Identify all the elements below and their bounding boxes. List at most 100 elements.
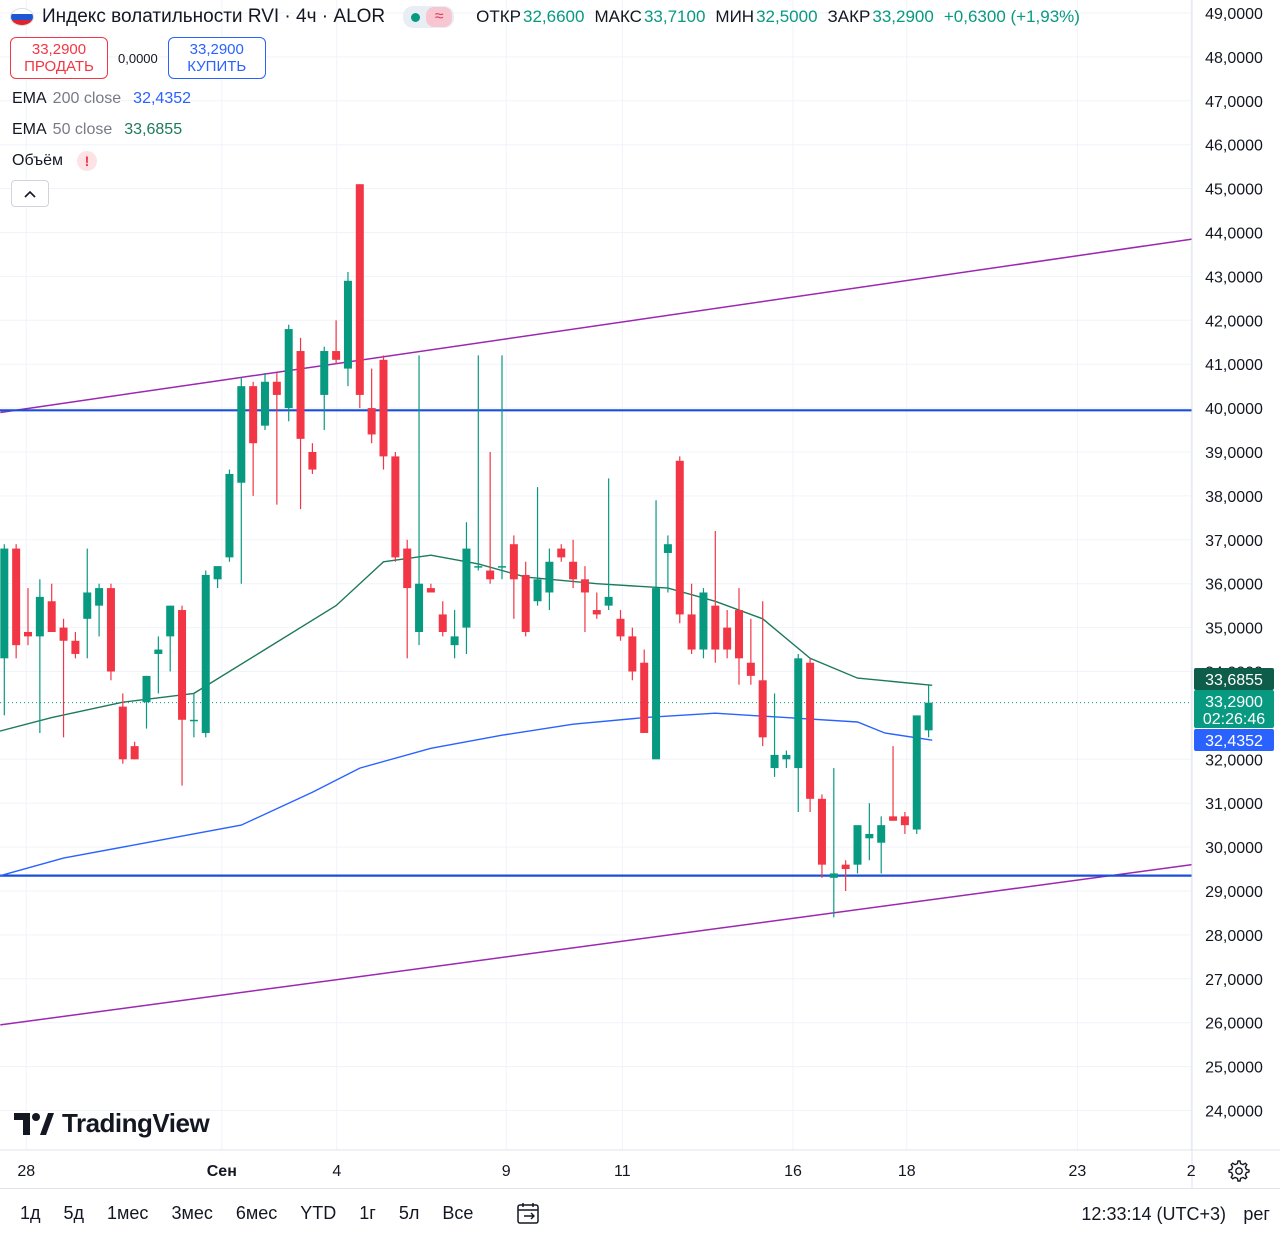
candle [403, 539, 412, 659]
candle-body [59, 627, 68, 641]
candle-body [711, 605, 720, 650]
candle [201, 570, 210, 738]
candle-body [640, 662, 649, 733]
candle [284, 324, 293, 422]
grid [0, 0, 1192, 1150]
candle-body [201, 574, 210, 733]
price-chart[interactable]: 49,0000 48,0000 47,0000 46,0000 45,0000 44,00… [0, 0, 1280, 1188]
price-tick-label: 25,0000 [1205, 1060, 1263, 1077]
clock[interactable]: 12:33:14 (UTC+3) [1081, 1204, 1226, 1224]
wave-icon: ≈ [426, 7, 453, 27]
candle-body [355, 184, 364, 395]
indicator-ema50[interactable]: EMA 50 close 33,6855 [12, 121, 182, 139]
candle [355, 184, 364, 409]
price-tick-label: 49,0000 [1205, 6, 1263, 23]
range-ytd-button[interactable]: YTD [300, 1203, 337, 1223]
indicator-name: EMA [12, 90, 47, 107]
candle [580, 566, 589, 632]
price-tick-label: 31,0000 [1205, 796, 1263, 813]
candle-body [580, 579, 589, 593]
ohlc-change: +0,6300 (+1,93%) [943, 7, 1080, 26]
trend-channel-line [0, 863, 1193, 1026]
market-status[interactable]: ≈ [403, 6, 455, 28]
price-badge-bg [1194, 729, 1274, 751]
sell-label: ПРОДАТЬ [24, 58, 94, 75]
symbol-title[interactable]: Индекс волатильности RVI · 4ч · ALOR [42, 6, 386, 27]
buy-button[interactable]: 33,2900 КУПИТЬ [167, 37, 266, 79]
range-1m-button[interactable]: 1мес [107, 1203, 149, 1223]
range-1d-button[interactable]: 1д [20, 1203, 41, 1223]
price-tick-label: 27,0000 [1205, 972, 1263, 989]
candle [83, 548, 92, 659]
candle [758, 601, 767, 747]
time-tick-label: 11 [614, 1163, 631, 1180]
trend-channel-line [0, 238, 1193, 414]
price-badge-value: 33,2900 [1205, 694, 1263, 711]
price-badge[interactable]: 32,4352 [1194, 729, 1274, 751]
candle [237, 377, 246, 584]
indicator-value: 33,6855 [124, 121, 183, 138]
ohlc-open-value: 32,6600 [523, 7, 585, 26]
indicator-ema200[interactable]: EMA 200 close 32,4352 [12, 90, 191, 108]
candle-body [829, 873, 838, 878]
candle-body [628, 636, 637, 672]
time-axis[interactable]: 28 Сен 4 9 11 16 18 23 2 [0, 1149, 1280, 1180]
date-range-button[interactable] [515, 1200, 543, 1228]
candle-body [462, 548, 471, 628]
candle [71, 631, 80, 659]
candle [24, 588, 32, 646]
candle [95, 583, 104, 637]
chart-settings-button[interactable] [1226, 1158, 1252, 1184]
warning-icon[interactable]: ! [76, 151, 97, 171]
ohlc-close-label: ЗАКР [827, 7, 871, 26]
candle [35, 579, 44, 733]
price-badge[interactable]: 33,6855 [1194, 668, 1274, 690]
candle [841, 860, 850, 891]
candle [486, 452, 495, 584]
candle [900, 811, 909, 834]
price-tick-label: 41,0000 [1205, 357, 1263, 374]
candle-body [213, 566, 222, 580]
indicator-volume[interactable]: Объём ! [12, 151, 97, 171]
candle [865, 803, 874, 861]
price-tick-label: 26,0000 [1205, 1016, 1263, 1033]
drawing-lines [0, 238, 1193, 1026]
market-open-dot-icon [411, 12, 421, 22]
ohlc-open-label: ОТКР [476, 7, 521, 26]
candle [723, 610, 732, 659]
candle-body [652, 588, 661, 760]
candle-body [154, 649, 163, 654]
candle [498, 355, 506, 580]
price-tick-label: 29,0000 [1205, 884, 1263, 901]
time-tick-label: Сен [207, 1163, 237, 1180]
candle-body [865, 833, 874, 839]
tradingview-watermark[interactable]: TradingView [14, 1108, 210, 1139]
symbol-legend[interactable]: Индекс волатильности RVI · 4ч · ALOR ≈ О… [10, 4, 1088, 30]
candle [829, 768, 838, 918]
candle-body [189, 719, 198, 722]
range-5d-button[interactable]: 5д [63, 1203, 85, 1223]
candle [794, 653, 803, 812]
candle-body [426, 588, 435, 593]
range-1y-button[interactable]: 1г [359, 1203, 376, 1223]
candle-body [877, 825, 886, 843]
candle-body [0, 548, 9, 659]
collapse-legend-button[interactable] [11, 180, 49, 207]
candle [604, 478, 613, 611]
candle [426, 583, 435, 593]
price-axis[interactable]: 49,0000 48,0000 47,0000 46,0000 45,0000 44,00… [1191, 0, 1274, 1188]
range-6m-button[interactable]: 6мес [235, 1203, 278, 1223]
ohlc-values: ОТКР 32,6600 МАКС 33,7100 МИН 32,5000 ЗАКР 3… [476, 7, 1088, 27]
range-3m-button[interactable]: 3мес [171, 1203, 213, 1223]
price-tick-label: 46,0000 [1205, 138, 1263, 155]
candle [782, 750, 791, 769]
range-5y-button[interactable]: 5л [398, 1203, 420, 1223]
candle-body [498, 566, 506, 568]
candle [12, 544, 21, 659]
range-all-button[interactable]: Все [442, 1203, 474, 1223]
candle-body [699, 592, 708, 650]
candle-body [379, 359, 388, 457]
sell-button[interactable]: 33,2900 ПРОДАТЬ [10, 37, 108, 79]
session-toggle[interactable]: рег [1243, 1204, 1270, 1224]
